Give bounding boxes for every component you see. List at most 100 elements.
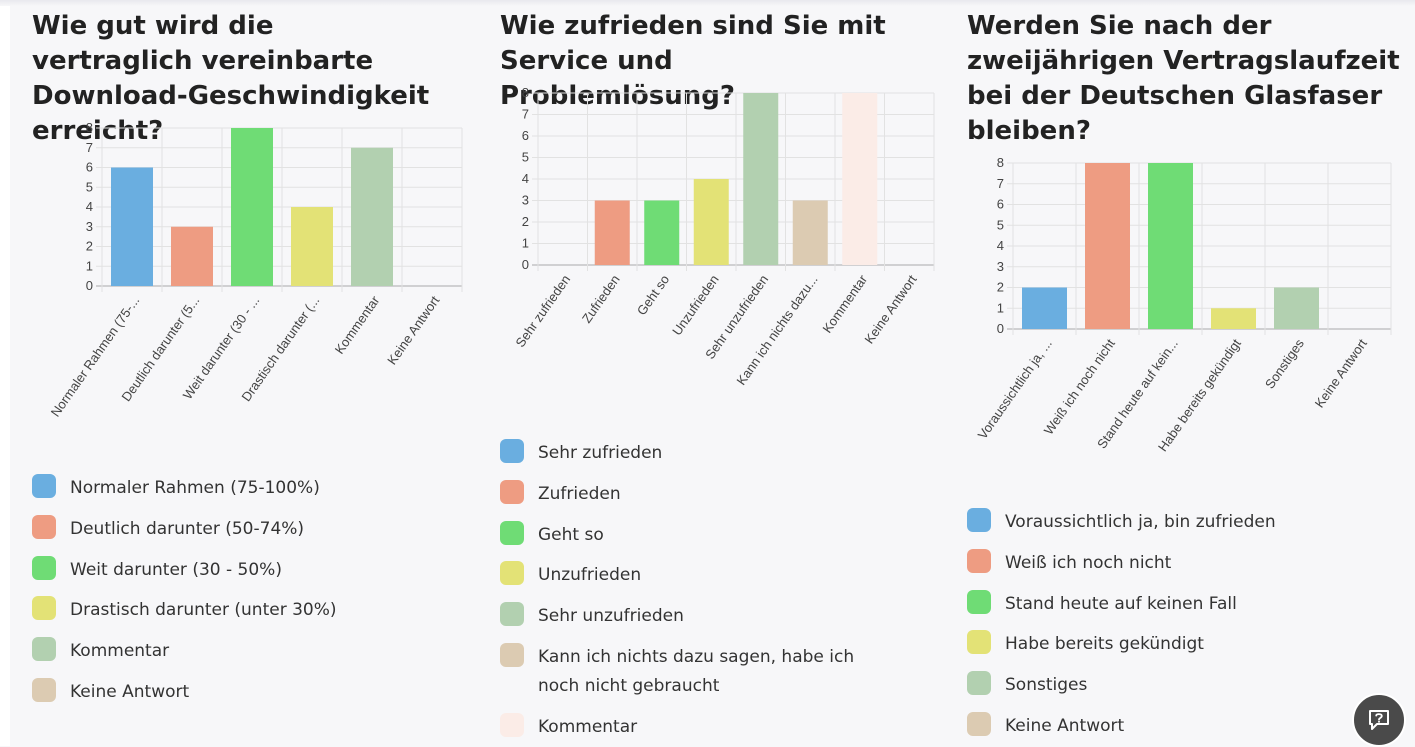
legend-label: Weiß ich noch nicht <box>1005 552 1172 573</box>
legend-swatch <box>500 602 524 627</box>
x-tick-label: Sehr zufrieden <box>512 272 573 350</box>
y-tick-label: 4 <box>522 171 529 186</box>
chart-bar[interactable] <box>644 200 680 266</box>
chart-bar[interactable] <box>1211 308 1256 329</box>
legend-swatch <box>967 508 991 532</box>
legend-swatch <box>32 678 56 702</box>
legend-label: Unzufrieden <box>538 565 642 586</box>
x-tick-label: Keine Antwort <box>1312 336 1371 411</box>
legend-label: Keine Antwort <box>1005 716 1125 736</box>
y-tick-label: 1 <box>522 236 529 251</box>
x-tick-label: Kommentar <box>332 293 383 357</box>
x-tick-label: Kommentar <box>819 272 870 336</box>
legend-label: Deutlich darunter (50-74%) <box>70 518 305 539</box>
question-3-title: Werden Sie nach der zweijährigen Vertrag… <box>967 11 1400 146</box>
y-tick-label: 0 <box>997 321 1004 336</box>
chart-bar[interactable] <box>842 93 878 265</box>
y-tick-label: 5 <box>997 217 1004 232</box>
y-tick-label: 2 <box>522 214 529 229</box>
legend-swatch <box>32 555 56 580</box>
legend-label: Kommentar <box>538 717 638 737</box>
y-tick-label: 3 <box>522 193 529 208</box>
chart-bar[interactable] <box>792 200 828 266</box>
legend-label: Drastisch darunter (unter 30%) <box>70 600 337 621</box>
y-tick-label: 5 <box>522 150 529 165</box>
legend-label: Geht so <box>538 524 604 545</box>
question-2-title: Wie zufrieden sind Sie mit Service und P… <box>500 11 886 111</box>
x-tick-label: Unzufrieden <box>669 272 722 338</box>
chart-bar[interactable] <box>1085 163 1130 329</box>
y-tick-label: 7 <box>86 140 93 155</box>
question-speech-icon <box>1369 710 1389 730</box>
y-tick-label: 7 <box>522 107 529 122</box>
legend-label: Stand heute auf keinen Fall <box>1005 593 1237 614</box>
legend-label: Voraussichtlich ja, bin zufrieden <box>1005 512 1276 532</box>
legend-swatch <box>967 630 991 655</box>
legend-swatch <box>32 637 56 662</box>
y-tick-label: 6 <box>86 160 93 175</box>
legend-swatch <box>500 561 524 586</box>
legend-swatch <box>967 712 991 736</box>
legend-label: Kommentar <box>70 641 170 662</box>
chart-bar[interactable] <box>743 93 779 265</box>
legend-label: Weit darunter (30 - 50%) <box>70 559 282 580</box>
top-shadow <box>0 0 1415 6</box>
legend-label: Sonstiges <box>1005 675 1088 696</box>
x-tick-label: Zufrieden <box>579 272 623 326</box>
legend-label: Habe bereits gekündigt <box>1005 634 1204 655</box>
y-tick-label: 6 <box>522 128 529 143</box>
y-tick-label: 0 <box>86 278 93 293</box>
legend-swatch <box>32 474 56 498</box>
x-tick-label: Weiß ich noch nicht <box>1041 336 1118 438</box>
x-tick-label: Geht so <box>634 272 672 318</box>
chart-bar[interactable] <box>1022 287 1067 330</box>
legend-swatch <box>500 479 524 504</box>
legend-label: Sehr zufrieden <box>538 443 663 463</box>
y-tick-label: 2 <box>86 239 93 254</box>
y-tick-label: 4 <box>997 238 1004 253</box>
chart-bar[interactable] <box>1148 163 1193 329</box>
legend-label: Keine Antwort <box>70 682 190 702</box>
y-tick-label: 3 <box>86 219 93 234</box>
chart-bar[interactable] <box>111 167 153 287</box>
legend-label: Zufrieden <box>538 483 621 504</box>
chart-bar[interactable] <box>1274 287 1319 330</box>
legend-swatch <box>967 671 991 696</box>
chart-bar[interactable] <box>231 128 273 286</box>
x-tick-label: Keine Antwort <box>384 293 443 368</box>
legend-label: Kann ich nichts dazu sagen, habe ich noc… <box>538 647 855 696</box>
legend-swatch <box>500 439 524 463</box>
legend-label: Sehr unzufrieden <box>538 606 684 627</box>
legend-swatch <box>500 520 524 545</box>
y-tick-label: 5 <box>86 179 93 194</box>
y-tick-label: 8 <box>86 120 93 135</box>
y-tick-label: 3 <box>997 259 1004 274</box>
question-1-title: Wie gut wird die vertraglich vereinbarte… <box>32 11 430 146</box>
help-button[interactable] <box>1352 693 1406 747</box>
legend-swatch <box>967 589 991 614</box>
legend-label: Normaler Rahmen (75-100%) <box>70 478 320 498</box>
chart-bar[interactable] <box>351 147 393 286</box>
x-tick-label: Keine Antwort <box>861 272 920 347</box>
legend-swatch <box>32 596 56 621</box>
y-tick-label: 1 <box>86 258 93 273</box>
y-tick-label: 6 <box>997 197 1004 212</box>
y-tick-label: 8 <box>522 85 529 100</box>
y-tick-label: 8 <box>997 155 1004 170</box>
y-tick-label: 4 <box>86 199 93 214</box>
chart-bar[interactable] <box>693 179 729 265</box>
y-tick-label: 0 <box>522 257 529 272</box>
legend-swatch <box>500 713 524 737</box>
y-tick-label: 1 <box>997 300 1004 315</box>
chart-bar[interactable] <box>291 207 333 286</box>
chart-bar[interactable] <box>171 226 213 286</box>
x-tick-label: Sonstiges <box>1262 336 1307 392</box>
question-2-chart: 0 1 2 3 4 5 6 7 8 Sehr zufrieden Zufrieden Geht soU… <box>512 85 935 388</box>
page-edge <box>0 0 10 746</box>
y-tick-label: 7 <box>997 176 1004 191</box>
y-tick-label: 2 <box>997 280 1004 295</box>
legend-swatch <box>32 514 56 539</box>
chart-bar[interactable] <box>594 200 630 266</box>
